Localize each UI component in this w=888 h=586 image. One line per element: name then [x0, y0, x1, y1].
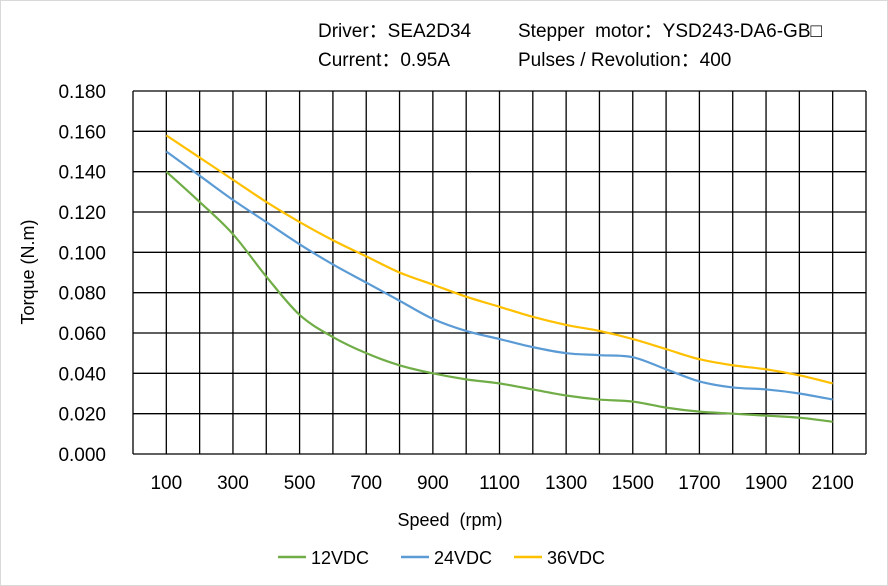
x-tick-label: 1100 — [479, 473, 520, 494]
x-tick-label: 1900 — [745, 473, 787, 494]
driver-label: Driver：SEA2D34 — [318, 21, 472, 42]
legend-label: 24VDC — [434, 548, 492, 568]
x-tick-label: 100 — [150, 473, 182, 494]
x-tick-label: 900 — [417, 473, 449, 494]
motor-label: Stepper motor：YSD243-DA6-GB□ — [518, 21, 822, 42]
tick-labels: 0.000 0.020 0.040 0.060 0.080 0.100 0.120 0.140… — [58, 82, 853, 494]
series-line-12VDC — [165, 170, 833, 423]
y-tick-label: 0.160 — [58, 122, 106, 143]
y-tick-label: 0.060 — [58, 324, 106, 345]
current-label: Current：0.95A — [318, 50, 451, 71]
y-tick-label: 0.000 — [58, 445, 106, 466]
legend-label: 12VDC — [311, 548, 369, 568]
x-tick-label: 1500 — [612, 473, 654, 494]
pulses-label: Pulses / Revolution：400 — [518, 50, 732, 71]
series-line-36VDC — [165, 134, 833, 385]
series-lines — [165, 134, 833, 423]
x-tick-label: 1700 — [678, 473, 720, 494]
y-tick-label: 0.120 — [58, 203, 106, 224]
series-line-24VDC — [165, 150, 833, 401]
y-tick-label: 0.140 — [58, 163, 106, 184]
y-tick-label: 0.100 — [58, 243, 106, 264]
x-tick-label: 700 — [350, 473, 382, 494]
y-tick-label: 0.020 — [58, 405, 106, 426]
grid — [132, 90, 867, 455]
x-tick-label: 500 — [284, 473, 316, 494]
x-tick-label: 1300 — [545, 473, 587, 494]
y-tick-label: 0.040 — [58, 364, 106, 385]
x-tick-label: 300 — [217, 473, 249, 494]
legend: 12VDC 24VDC 36VDC — [278, 548, 605, 568]
y-axis-title: Torque (N.m) — [18, 219, 38, 324]
legend-label: 36VDC — [547, 548, 605, 568]
x-axis-title: Speed (rpm) — [397, 510, 502, 530]
y-tick-label: 0.180 — [58, 82, 106, 103]
y-tick-label: 0.080 — [58, 284, 106, 305]
x-tick-label: 2100 — [812, 473, 854, 494]
